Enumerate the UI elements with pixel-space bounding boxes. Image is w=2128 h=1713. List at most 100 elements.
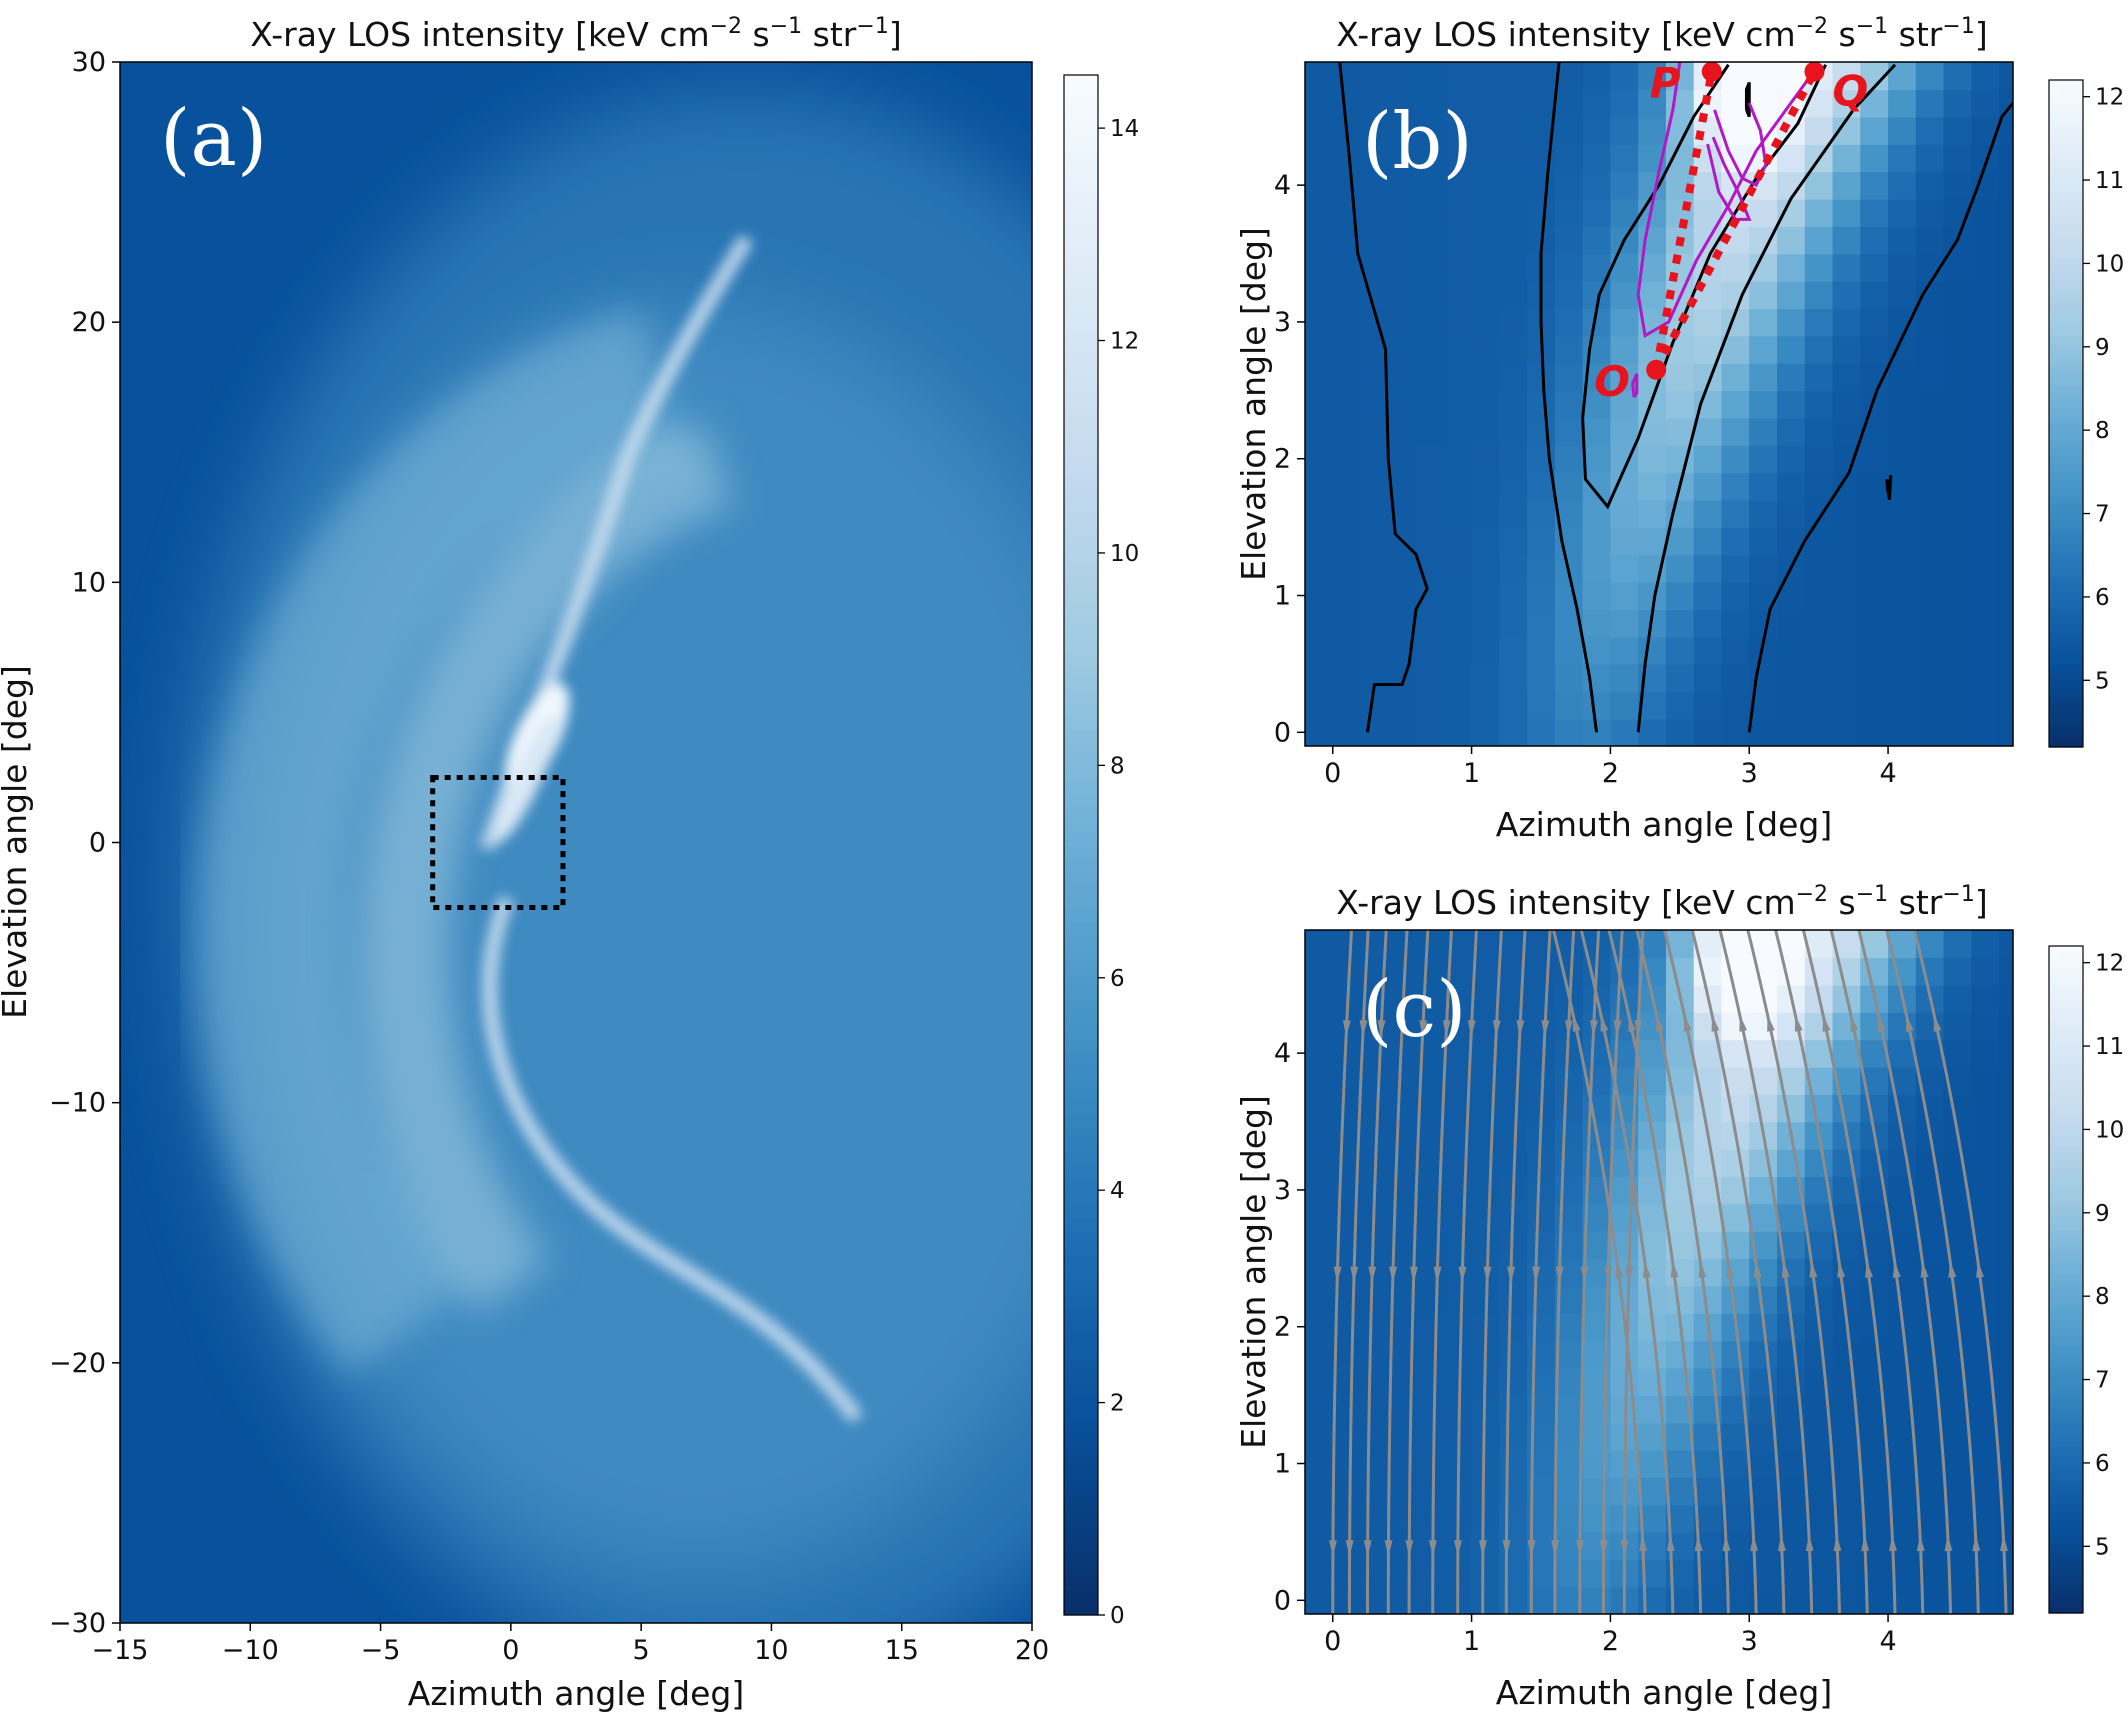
panel-c-cell: [1971, 1258, 2000, 1287]
panel-b-cell: [1832, 280, 1862, 310]
panel-b-cell: [1416, 691, 1445, 720]
panel-c-colorbar-swatch: [2049, 1557, 2083, 1564]
panel-b-cell: [1360, 390, 1390, 419]
panel-b-cell: [1610, 89, 1639, 118]
panel-b-cell: [1860, 89, 1889, 118]
panel-c-colorbar-swatch: [2049, 1351, 2083, 1358]
panel-c-cell: [1332, 1477, 1362, 1506]
panel-c-colorbar-swatch: [2049, 1407, 2083, 1414]
panel-b-cell: [1999, 609, 2013, 638]
panel-b-cell: [1360, 609, 1390, 638]
panel-b-cell: [1749, 253, 1778, 282]
panel-b-colorbar-swatch: [2049, 207, 2083, 214]
panel-b-cell: [1554, 417, 1584, 446]
panel-c-colorbar-swatch: [2049, 1001, 2083, 1008]
panel-c-cell: [1804, 1340, 1834, 1369]
panel-c-colorbar-swatch: [2049, 1034, 2083, 1042]
panel-c-colorbar-tick-label: 11: [2095, 1034, 2124, 1060]
panel-c-cell: [1693, 1203, 1723, 1232]
streamline-arrow: [1604, 1266, 1613, 1283]
panel-b-cell: [1443, 445, 1473, 474]
panel-c-cell: [1943, 1258, 1973, 1287]
panel-b-cell: [1471, 62, 1501, 91]
panel-b-colorbar-swatch: [2049, 524, 2083, 531]
panel-b-colorbar-swatch: [2049, 719, 2083, 726]
panel-c-cell: [1499, 1559, 1528, 1588]
panel-c-colorbar-swatch: [2049, 1501, 2083, 1508]
panel-c-colorbar-swatch: [2049, 1051, 2083, 1058]
streamline-arrow: [1600, 1015, 1609, 1032]
panel-b-cell: [1777, 417, 1806, 446]
panel-c-colorbar-tick-label: 9: [2095, 1201, 2110, 1227]
panel-a-colorbar-swatch: [1064, 1178, 1098, 1193]
panel-c-colorbar-swatch: [2049, 1084, 2083, 1092]
panel-b-cell: [1804, 636, 1834, 665]
streamline-arrow: [1384, 1540, 1393, 1557]
panel-b-cell: [1915, 581, 1945, 610]
panel-c-cell: [1999, 1313, 2013, 1342]
panel-c-cell: [1971, 1094, 2000, 1123]
panel-b-cell: [1832, 718, 1862, 746]
panel-a-colorbar-swatch: [1064, 832, 1098, 846]
panel-c-cell: [1971, 1477, 2000, 1506]
streamline-arrow: [1483, 1266, 1492, 1283]
panel-b-colorbar-swatch: [2049, 485, 2083, 492]
panel-b-cell: [1554, 89, 1584, 118]
panel-a-colorbar-swatch: [1064, 1409, 1098, 1424]
panel-c-cell: [1971, 1148, 2000, 1178]
panel-c-cell: [1860, 1449, 1889, 1478]
panel-b-cell: [1665, 636, 1695, 665]
panel-a-colorbar-swatch: [1064, 177, 1098, 192]
panel-c-cell: [1610, 1367, 1639, 1396]
panel-a-colorbar-swatch: [1064, 947, 1098, 962]
panel-b-cell: [1554, 390, 1584, 419]
panel-b-ytick-label: 4: [1274, 170, 1291, 201]
panel-b-cell: [1804, 472, 1834, 501]
panel-c-colorbar-swatch: [2049, 1318, 2083, 1325]
panel-c-cell: [1471, 1121, 1501, 1150]
panel-b-colorbar-swatch: [2049, 307, 2083, 315]
panel-b-colorbar-tick-label: 8: [2095, 418, 2110, 444]
panel-c-cell: [1943, 1203, 1973, 1232]
panel-c-cell: [1305, 1148, 1334, 1178]
panel-b-cell: [1443, 691, 1473, 720]
panel-c-colorbar-swatch: [2049, 1435, 2083, 1442]
panel-b-colorbar-swatch: [2049, 291, 2083, 298]
panel-b-ytick-label: 0: [1274, 717, 1291, 748]
panel-c-cell: [1860, 1340, 1889, 1369]
panel-a-colorbar-swatch: [1064, 780, 1098, 795]
panel-b-cell: [1638, 636, 1667, 665]
panel-b-cell: [1888, 280, 1917, 310]
panel-b-cell: [1888, 718, 1917, 746]
panel-c-cell: [1527, 930, 1556, 959]
panel-b-cell: [1971, 198, 2000, 227]
panel-c-colorbar-swatch: [2049, 1040, 2083, 1047]
panel-b-cell: [1332, 171, 1362, 200]
panel-c-cell: [1999, 1230, 2013, 1260]
panel-b-cell: [1360, 89, 1390, 118]
panel-b-cell: [1527, 554, 1556, 583]
panel-b-cell: [1332, 280, 1362, 310]
panel-c-colorbar-swatch: [2049, 1107, 2083, 1114]
panel-b-cell: [1527, 62, 1556, 91]
panel-b-cell: [1971, 472, 2000, 501]
panel-b-cell: [1610, 116, 1639, 145]
panel-c-cell: [1665, 1094, 1695, 1123]
panel-c-cell: [1721, 1449, 1751, 1478]
panel-a-colorbar-swatch: [1064, 639, 1098, 654]
panel-b-cell: [1471, 226, 1501, 255]
panel-b-cell: [1499, 62, 1528, 91]
panel-b-cell: [1305, 226, 1334, 255]
streamline-arrow: [1948, 1261, 1957, 1278]
panel-c-cell: [1360, 1367, 1390, 1396]
panel-b-cell: [1888, 308, 1917, 337]
panel-a-colorbar-swatch: [1064, 164, 1098, 179]
panel-b-colorbar-swatch: [2049, 396, 2083, 403]
panel-b-cell: [1443, 663, 1473, 693]
panel-b-cell: [1471, 636, 1501, 665]
panel-c-colorbar-swatch: [2049, 1151, 2083, 1158]
panel-b-cell: [1388, 554, 1417, 583]
panel-c-cell: [1610, 957, 1639, 986]
panel-b-colorbar-swatch: [2049, 357, 2083, 365]
panel-b-cell: [1804, 226, 1834, 255]
